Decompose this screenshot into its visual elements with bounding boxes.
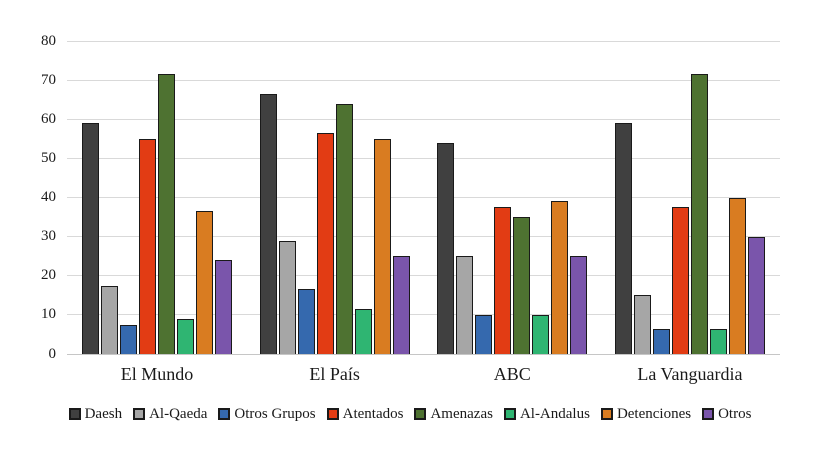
- bar-el-pa-s-amenazas: [335, 103, 353, 354]
- bar-abc-otros: [570, 256, 588, 354]
- legend-label: Amenazas: [430, 406, 493, 422]
- bar-la-vanguardia-atentados: [671, 207, 689, 354]
- y-tick-label-60: 60: [41, 110, 56, 127]
- y-tick-label-50: 50: [41, 149, 56, 166]
- bar-la-vanguardia-al-qaeda: [633, 295, 651, 354]
- bar-el-mundo-atentados: [139, 138, 156, 354]
- bar-el-pa-s-al-qaeda: [278, 240, 296, 354]
- gridline-60: [67, 118, 780, 120]
- bar-el-pa-s-otros-grupos: [297, 289, 315, 354]
- bar-group-el-pa-s: [259, 41, 410, 354]
- bar-el-pa-s-otros: [392, 256, 410, 354]
- gridline-80: [67, 40, 780, 42]
- y-tick-label-40: 40: [41, 189, 56, 205]
- legend: Daesh Al-Qaeda Otros Grupos Atentados Amenaz…: [0, 405, 820, 423]
- x-category-label-el-pa-s: El País: [309, 364, 360, 384]
- bar-el-pa-s-daesh: [259, 93, 277, 354]
- legend-label: Daesh: [84, 406, 123, 422]
- legend-item-al-andalus: Al-Andalus: [503, 405, 590, 423]
- y-axis: 0 10 20 30 40 50 60 70 80: [0, 33, 56, 361]
- legend-label: Otros Grupos: [234, 406, 316, 422]
- legend-swatch-icon: [68, 408, 81, 420]
- legend-item-amenazas: Amenazas: [414, 405, 493, 423]
- legend-label: Otros: [718, 406, 752, 422]
- legend-swatch-icon: [133, 408, 146, 420]
- bar-el-mundo-otros: [215, 260, 232, 354]
- gridline-50: [67, 157, 780, 159]
- bar-la-vanguardia-otros: [747, 236, 765, 354]
- y-tick-label-0: 0: [48, 345, 57, 362]
- gridline-40: [67, 197, 780, 198]
- gridline-20: [67, 275, 780, 277]
- bar-el-pa-s-atentados: [316, 132, 334, 354]
- legend-item-atentados: Atentados: [326, 405, 404, 423]
- bar-la-vanguardia-al-andalus: [709, 328, 727, 354]
- bar-group-abc: [437, 41, 588, 354]
- bar-abc-amenazas: [513, 217, 531, 354]
- legend-swatch-icon: [702, 408, 715, 420]
- legend-item-daesh: Daesh: [68, 405, 123, 423]
- bar-abc-detenciones: [551, 201, 569, 354]
- legend-label: Al-Qaeda: [149, 406, 208, 422]
- gridline-10: [67, 314, 780, 316]
- y-tick-label-10: 10: [41, 306, 56, 323]
- bar-groups: [67, 41, 780, 354]
- legend-item-al-qaeda: Al-Qaeda: [133, 405, 207, 423]
- bar-el-pa-s-al-andalus: [354, 309, 372, 354]
- bar-el-pa-s-detenciones: [373, 138, 391, 354]
- gridline-30: [67, 236, 780, 238]
- bar-group-la-vanguardia: [614, 41, 765, 354]
- legend-label: Atentados: [342, 406, 404, 422]
- bar-el-mundo-daesh: [82, 123, 99, 354]
- bar-el-mundo-detenciones: [196, 211, 213, 354]
- bar-abc-atentados: [494, 207, 512, 354]
- legend-swatch-icon: [600, 408, 613, 420]
- x-axis: El Mundo El País ABC La Vanguardia: [67, 362, 780, 386]
- plot-area: [67, 40, 780, 355]
- y-tick-label-20: 20: [41, 267, 56, 284]
- legend-label: Detenciones: [616, 406, 692, 422]
- gridline-0: [67, 353, 780, 355]
- bar-la-vanguardia-daesh: [614, 123, 632, 354]
- bar-el-mundo-al-andalus: [177, 318, 194, 354]
- bar-abc-al-qaeda: [456, 256, 474, 354]
- legend-label: Al-Andalus: [519, 406, 590, 422]
- bar-la-vanguardia-amenazas: [690, 74, 708, 354]
- bar-la-vanguardia-detenciones: [728, 197, 746, 354]
- y-tick-label-70: 70: [41, 71, 56, 88]
- legend-swatch-icon: [414, 408, 427, 420]
- bar-group-el-mundo: [82, 41, 232, 354]
- legend-swatch-icon: [326, 408, 339, 420]
- legend-swatch-icon: [503, 408, 516, 420]
- legend-item-otros: Otros: [702, 405, 751, 423]
- legend-swatch-icon: [218, 408, 231, 420]
- bar-la-vanguardia-otros-grupos: [652, 328, 670, 354]
- bar-abc-otros-grupos: [475, 314, 493, 354]
- x-category-label-el-mundo: El Mundo: [120, 364, 194, 384]
- bar-el-mundo-otros-grupos: [120, 324, 137, 354]
- bar-el-mundo-amenazas: [158, 74, 175, 354]
- bar-abc-daesh: [437, 142, 455, 354]
- bar-el-mundo-al-qaeda: [101, 285, 118, 354]
- legend-item-otros-grupos: Otros Grupos: [218, 405, 316, 423]
- legend-item-detenciones: Detenciones: [600, 405, 692, 423]
- x-category-label-abc: ABC: [493, 364, 531, 384]
- x-category-label-la-vanguardia: La Vanguardia: [637, 364, 743, 384]
- gridline-70: [67, 79, 780, 81]
- y-tick-label-80: 80: [41, 32, 56, 49]
- bar-abc-al-andalus: [532, 314, 550, 354]
- y-tick-label-30: 30: [41, 228, 56, 245]
